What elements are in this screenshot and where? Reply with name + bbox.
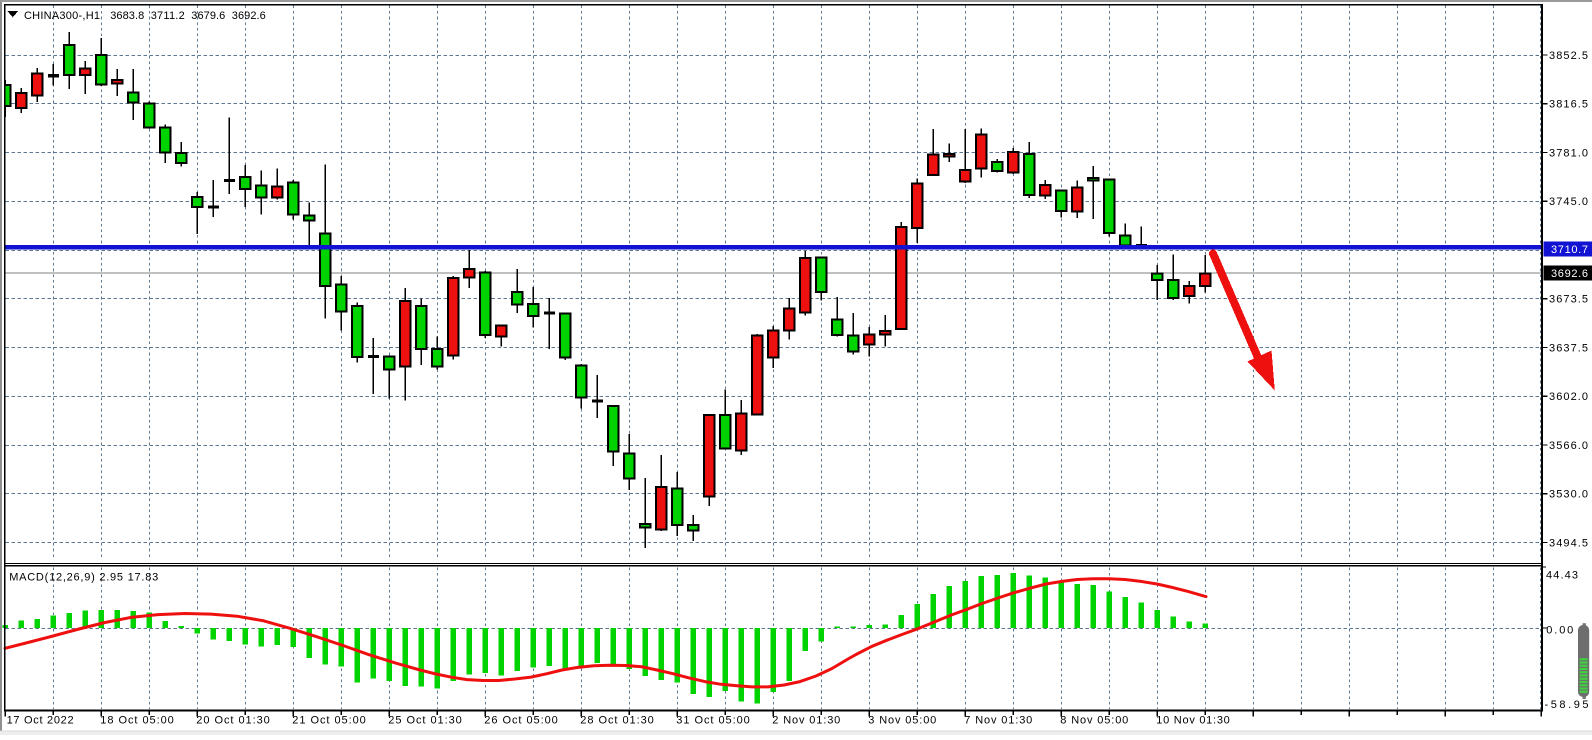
svg-text:26 Oct 05:00: 26 Oct 05:00 xyxy=(484,714,558,726)
svg-text:3 Nov 05:00: 3 Nov 05:00 xyxy=(868,714,936,726)
svg-text:3494.5: 3494.5 xyxy=(1549,538,1588,550)
svg-text:10 Nov 01:30: 10 Nov 01:30 xyxy=(1156,714,1230,726)
svg-text:44.43: 44.43 xyxy=(1546,570,1578,582)
svg-text:CHINA300-,H1: CHINA300-,H1 xyxy=(24,10,100,22)
svg-text:3692.6: 3692.6 xyxy=(1551,268,1588,280)
svg-text:3637.5: 3637.5 xyxy=(1549,343,1588,355)
svg-text:3692.6: 3692.6 xyxy=(232,10,266,22)
svg-text:17 Oct 2022: 17 Oct 2022 xyxy=(7,714,74,726)
svg-text:18 Oct 05:00: 18 Oct 05:00 xyxy=(100,714,174,726)
svg-text:3781.0: 3781.0 xyxy=(1549,148,1588,160)
svg-text:3683.8: 3683.8 xyxy=(110,10,144,22)
svg-text:3530.0: 3530.0 xyxy=(1549,489,1588,501)
svg-text:7 Nov 01:30: 7 Nov 01:30 xyxy=(964,714,1032,726)
svg-text:3816.5: 3816.5 xyxy=(1549,99,1588,111)
svg-text:3673.5: 3673.5 xyxy=(1549,294,1588,306)
svg-text:25 Oct 01:30: 25 Oct 01:30 xyxy=(388,714,462,726)
svg-text:31 Oct 05:00: 31 Oct 05:00 xyxy=(676,714,750,726)
svg-text:3852.5: 3852.5 xyxy=(1549,50,1588,62)
svg-text:3602.0: 3602.0 xyxy=(1549,391,1588,403)
svg-text:8 Nov 05:00: 8 Nov 05:00 xyxy=(1060,714,1128,726)
svg-text:3566.0: 3566.0 xyxy=(1549,440,1588,452)
svg-text:0.00: 0.00 xyxy=(1546,624,1573,636)
svg-text:20 Oct 01:30: 20 Oct 01:30 xyxy=(196,714,269,726)
svg-text:3679.6: 3679.6 xyxy=(191,10,225,22)
svg-text:3745.0: 3745.0 xyxy=(1549,196,1588,208)
svg-text:3711.2: 3711.2 xyxy=(151,10,185,22)
svg-text:28 Oct 01:30: 28 Oct 01:30 xyxy=(580,714,654,726)
svg-text:MACD(12,26,9) 2.95 17.83: MACD(12,26,9) 2.95 17.83 xyxy=(9,571,158,583)
svg-text:3710.7: 3710.7 xyxy=(1551,244,1588,256)
svg-text:21 Oct 05:00: 21 Oct 05:00 xyxy=(292,714,366,726)
svg-text:2 Nov 01:30: 2 Nov 01:30 xyxy=(772,714,840,726)
